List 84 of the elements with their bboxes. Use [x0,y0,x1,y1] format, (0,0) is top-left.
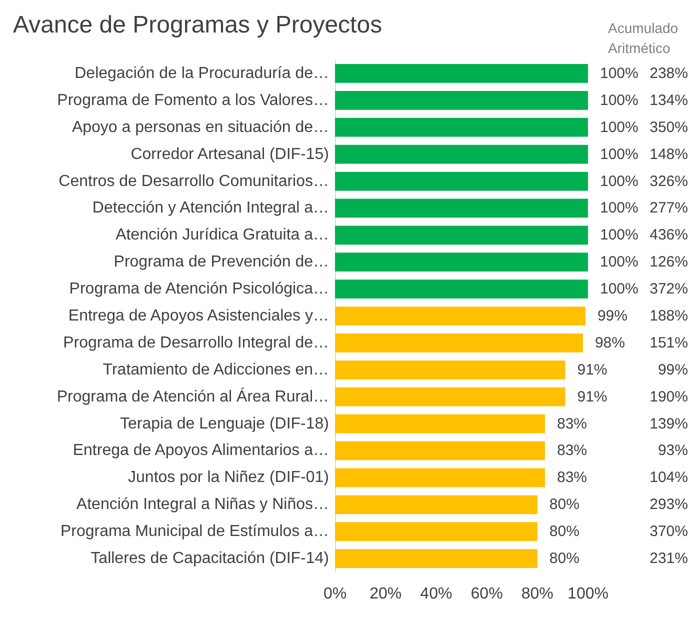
text: 238% [650,64,688,82]
bar [335,172,588,191]
text: 350% [650,118,688,136]
data-label: 100% [600,146,638,163]
data-label: 91% [577,361,608,378]
y-tick-label: Entrega de Apoyos Alimentarios a… [72,442,329,460]
text: 293% [650,496,688,514]
text: 231% [650,550,688,568]
text: 151% [650,334,688,352]
data-label: 99% [597,308,628,324]
data-label: 83% [556,415,588,432]
bar [335,306,586,326]
bar [335,64,588,83]
data-label: 100% [600,118,638,136]
bar [335,334,583,352]
text: 139% [650,415,688,432]
y-tick-label: Atención Jurídica Gratuita a… [116,226,329,244]
y-tick-label: Detección y Atención Integral a… [92,200,329,217]
y-tick-label: Centros de Desarrollo Comunitarios… [58,172,329,190]
text: 93% [658,442,688,460]
y-tick-label: Programa de Atención Psicológica… [69,280,329,298]
bar [335,549,538,568]
text: 99% [658,361,688,378]
y-tick-label: Entrega de Apoyos Asistenciales y… [68,308,329,324]
bar [335,522,538,542]
text: 126% [650,254,688,271]
x-tick-label: 60% [470,586,503,602]
y-tick-label: Programa de Atención al Área Rural… [56,387,329,406]
y-tick-label: Juntos por la Niñez (DIF-01) [128,469,329,486]
bar [335,441,545,460]
bar [335,414,545,434]
bar [335,495,538,514]
y-tick-label: Terapia de Lenguaje (DIF-18) [120,415,329,432]
text: 277% [650,200,688,217]
text: 104% [650,469,688,486]
data-label: 80% [549,496,580,514]
data-label: 83% [556,442,588,460]
x-tick-label: 0% [323,586,347,602]
bar [335,387,566,406]
data-label: 83% [556,469,588,486]
y-tick-label: Programa de Desarrollo Integral de… [63,334,329,352]
y-tick-label: Atención Integral a Niñas y Niños… [76,496,329,514]
y-tick-label: Programa de Prevención de… [114,254,329,271]
y-tick-label: Programa de Fomento a los Valores… [57,92,329,109]
text: 370% [650,523,688,540]
text: 436% [650,226,688,244]
data-label: 100% [600,226,638,244]
bar [335,280,588,298]
text: 190% [650,388,688,406]
y-tick-label: Apoyo a personas en situación de… [72,118,329,136]
x-tick-label: 40% [420,586,452,602]
x-tick-label: 100% [568,586,608,602]
data-label: 100% [600,200,638,217]
data-label: 100% [600,280,638,298]
data-label: 80% [549,523,580,540]
data-label: 98% [594,334,625,352]
chart-title: Avance de Programas y Proyectos [13,12,382,38]
data-label: 100% [600,254,638,271]
data-label: 91% [577,388,608,406]
bar [335,144,588,164]
bar [335,198,588,218]
bar [335,360,566,380]
x-tick-label: 80% [521,586,554,602]
bar [335,226,588,245]
y-tick-label: Corredor Artesanal (DIF-15) [130,146,329,163]
data-label: 100% [600,92,638,109]
text: 188% [650,308,688,324]
y-tick-label: Delegación de la Procuraduría de… [74,64,329,82]
bar [335,90,588,110]
text: 134% [650,92,688,109]
bar [335,118,588,137]
data-label: 100% [600,172,638,190]
text: 148% [650,146,688,163]
y-tick-label: Tratamiento de Adicciones en… [102,361,329,378]
bar [335,252,588,272]
text: 372% [650,280,688,298]
data-label: 80% [549,550,580,568]
y-tick-label: Talleres de Capacitación (DIF-14) [90,550,329,568]
y-tick-label: Programa Municipal de Estímulos a… [60,523,329,540]
x-tick-label: 20% [370,586,402,602]
text: Acumulado Aritmético [608,20,682,56]
data-label: 100% [600,64,638,82]
bar [335,468,545,488]
text: 326% [650,172,688,190]
